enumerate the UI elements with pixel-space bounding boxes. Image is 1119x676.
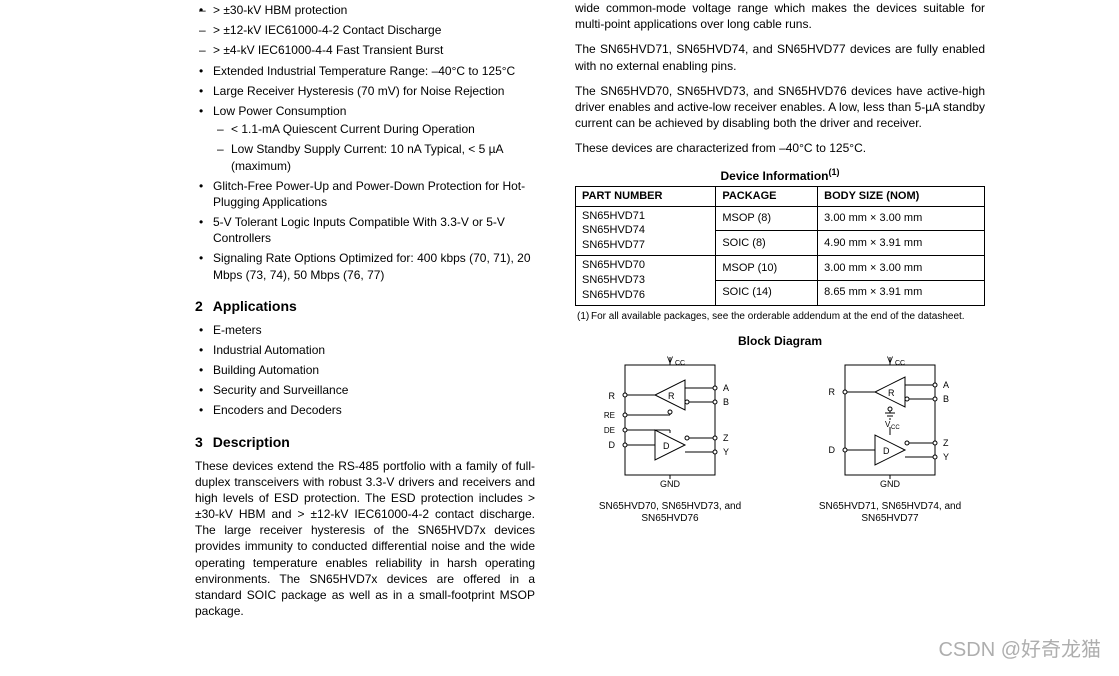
svg-text:CC: CC <box>675 360 685 367</box>
feature-item: > ±30-kV HBM protection > ±12-kV IEC6100… <box>195 2 535 59</box>
description-paragraph: The SN65HVD70, SN65HVD73, and SN65HVD76 … <box>575 83 985 132</box>
table-title: Device Information(1) <box>575 166 985 184</box>
svg-text:A: A <box>723 383 729 393</box>
left-column: > ±30-kV HBM protection > ±12-kV IEC6100… <box>195 0 535 628</box>
description-paragraph: wide common-mode voltage range which mak… <box>575 0 985 32</box>
svg-text:Z: Z <box>943 438 949 448</box>
svg-text:R: R <box>888 388 895 398</box>
table-cell: SOIC (8) <box>716 231 818 256</box>
table-cell: 3.00 mm × 3.00 mm <box>818 206 985 231</box>
svg-text:D: D <box>883 446 890 456</box>
block-diagram-svg: VCC GND R R A B D <box>815 355 965 495</box>
feature-item: Extended Industrial Temperature Range: –… <box>195 63 535 79</box>
svg-text:Z: Z <box>723 433 729 443</box>
application-item: Industrial Automation <box>195 342 535 358</box>
table-cell: 3.00 mm × 3.00 mm <box>818 256 985 281</box>
description-paragraph: These devices are characterized from –40… <box>575 140 985 156</box>
feature-item: Glitch-Free Power-Up and Power-Down Prot… <box>195 178 535 210</box>
block-diagram-svg: VCC GND R R RE A B <box>595 355 745 495</box>
right-column: wide common-mode voltage range which mak… <box>575 0 985 628</box>
svg-text:B: B <box>723 397 729 407</box>
section-title: Description <box>213 434 290 450</box>
feature-item: Low Power Consumption < 1.1-mA Quiescent… <box>195 103 535 174</box>
feature-item: 5-V Tolerant Logic Inputs Compatible Wit… <box>195 214 535 246</box>
section-number: 2 <box>195 298 203 314</box>
table-cell: 4.90 mm × 3.91 mm <box>818 231 985 256</box>
diagram-caption: SN65HVD71, SN65HVD74, and SN65HVD77 <box>795 501 985 525</box>
feature-item: Large Receiver Hysteresis (70 mV) for No… <box>195 83 535 99</box>
section-number: 3 <box>195 434 203 450</box>
table-header: PACKAGE <box>716 186 818 206</box>
feature-label: Low Power Consumption <box>213 104 346 118</box>
svg-text:GND: GND <box>660 479 681 489</box>
features-list: > ±30-kV HBM protection > ±12-kV IEC6100… <box>195 2 535 283</box>
svg-text:R: R <box>609 391 616 401</box>
svg-text:GND: GND <box>880 479 901 489</box>
diagram-title: Block Diagram <box>575 333 985 349</box>
svg-text:R: R <box>668 391 675 401</box>
table-cell: MSOP (10) <box>716 256 818 281</box>
description-heading: 3 Description <box>195 433 535 452</box>
applications-list: E-meters Industrial Automation Building … <box>195 322 535 419</box>
svg-text:D: D <box>663 441 670 451</box>
svg-text:B: B <box>943 394 949 404</box>
table-header: PART NUMBER <box>576 186 716 206</box>
application-item: Security and Surveillance <box>195 382 535 398</box>
table-cell: SN65HVD71 SN65HVD74 SN65HVD77 <box>576 206 716 256</box>
svg-text:CC: CC <box>895 360 905 367</box>
block-diagrams: VCC GND R R RE A B <box>575 355 985 525</box>
device-info-table: PART NUMBER PACKAGE BODY SIZE (NOM) SN65… <box>575 186 985 306</box>
block-diagram-left: VCC GND R R RE A B <box>575 355 765 525</box>
applications-heading: 2 Applications <box>195 297 535 316</box>
svg-text:Y: Y <box>723 447 729 457</box>
table-cell: 8.65 mm × 3.91 mm <box>818 280 985 305</box>
svg-text:D: D <box>609 440 616 450</box>
feature-sub: < 1.1-mA Quiescent Current During Operat… <box>213 121 535 137</box>
watermark: CSDN @好奇龙猫 <box>938 633 1101 662</box>
section-title: Applications <box>213 298 297 314</box>
diagram-caption: SN65HVD70, SN65HVD73, and SN65HVD76 <box>575 501 765 525</box>
table-header-row: PART NUMBER PACKAGE BODY SIZE (NOM) <box>576 186 985 206</box>
svg-text:CC: CC <box>891 425 900 431</box>
feature-sub: > ±30-kV HBM protection <box>195 2 535 18</box>
table-row: SN65HVD70 SN65HVD73 SN65HVD76 MSOP (10) … <box>576 256 985 281</box>
table-cell: SOIC (14) <box>716 280 818 305</box>
svg-text:DE: DE <box>604 426 615 435</box>
svg-text:Y: Y <box>943 452 949 462</box>
application-item: Encoders and Decoders <box>195 402 535 418</box>
svg-text:D: D <box>829 445 836 455</box>
feature-sub: > ±4-kV IEC61000-4-4 Fast Transient Burs… <box>195 42 535 58</box>
table-cell: MSOP (8) <box>716 206 818 231</box>
svg-text:A: A <box>943 380 949 390</box>
description-paragraph: These devices extend the RS-485 portfoli… <box>195 458 535 620</box>
table-cell: SN65HVD70 SN65HVD73 SN65HVD76 <box>576 256 716 306</box>
svg-text:RE: RE <box>604 411 615 420</box>
svg-text:R: R <box>829 387 836 397</box>
feature-sub: Low Standby Supply Current: 10 nA Typica… <box>213 141 535 173</box>
feature-sub: > ±12-kV IEC61000-4-2 Contact Discharge <box>195 22 535 38</box>
feature-item: Signaling Rate Options Optimized for: 40… <box>195 250 535 282</box>
table-row: SN65HVD71 SN65HVD74 SN65HVD77 MSOP (8) 3… <box>576 206 985 231</box>
description-paragraph: The SN65HVD71, SN65HVD74, and SN65HVD77 … <box>575 41 985 73</box>
table-footnote: (1)For all available packages, see the o… <box>591 310 985 324</box>
application-item: E-meters <box>195 322 535 338</box>
application-item: Building Automation <box>195 362 535 378</box>
table-header: BODY SIZE (NOM) <box>818 186 985 206</box>
block-diagram-right: VCC GND R R A B D <box>795 355 985 525</box>
datasheet-page: > ±30-kV HBM protection > ±12-kV IEC6100… <box>0 0 1119 628</box>
